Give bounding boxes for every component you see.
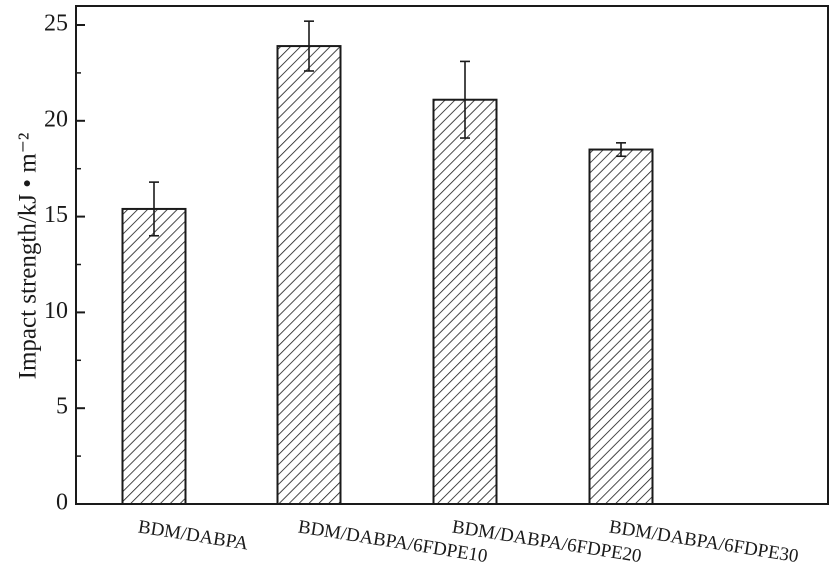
bar-4	[588, 148, 654, 505]
error-bar-2	[304, 20, 314, 72]
error-bars-layer	[149, 20, 626, 237]
bars-layer	[121, 45, 654, 506]
bar-2	[276, 45, 342, 506]
y-ticks-layer: 0 5 10 15 20 25	[44, 11, 85, 516]
y-axis-label: Impact strength/kJ • m⁻²	[15, 133, 42, 380]
plot-frame	[75, 5, 829, 505]
error-bar-3	[460, 60, 470, 139]
y-tick-label: 5	[56, 394, 68, 420]
bar-3	[432, 98, 498, 505]
bar-1	[121, 207, 187, 505]
y-tick-label: 0	[56, 490, 68, 516]
error-bar-4	[616, 142, 626, 158]
x-category-label: BDM/DABPA	[137, 517, 250, 555]
y-tick-label: 20	[44, 106, 68, 132]
y-tick-label: 15	[44, 202, 68, 228]
x-category-labels: BDM/DABPA BDM/DABPA/6FDPE10BDM/DABPA/6FDP…	[137, 517, 800, 568]
error-bar-1	[149, 181, 159, 237]
y-tick-label: 10	[44, 298, 68, 324]
y-tick-label: 25	[44, 11, 68, 37]
